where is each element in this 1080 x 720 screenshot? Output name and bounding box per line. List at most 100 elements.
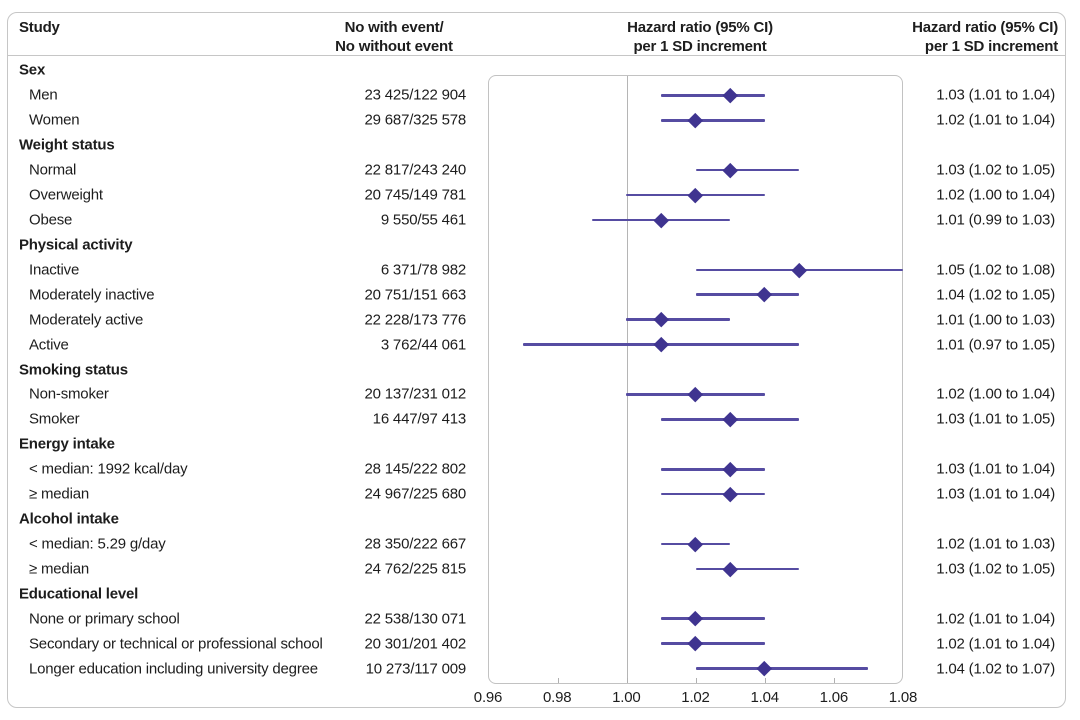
point-estimate-diamond (757, 287, 773, 303)
study-row: Inactive 6 371/78 982 1.05 (1.02 to 1.08) (8, 257, 1065, 282)
group-label: Energy intake (19, 435, 115, 453)
x-axis-tick (696, 678, 697, 683)
hazard-ratio-value: 1.04 (1.02 to 1.07) (936, 660, 1055, 678)
x-axis-tick-label: 1.02 (681, 689, 710, 706)
events-count: 28 145/222 802 (364, 460, 467, 478)
x-axis-tick (834, 678, 836, 683)
group-label: Alcohol intake (19, 510, 119, 528)
events-count: 20 751/151 663 (364, 286, 467, 304)
confidence-interval-line (660, 642, 765, 645)
study-label: Obese (29, 211, 73, 229)
group-header-row: Sex (8, 58, 1065, 83)
hazard-ratio-value: 1.01 (1.00 to 1.03) (936, 311, 1055, 329)
study-label: Secondary or technical or professional s… (29, 635, 323, 653)
events-count: 28 350/222 667 (364, 535, 467, 553)
study-label: Active (29, 336, 69, 354)
events-count: 16 447/97 413 (372, 410, 467, 428)
hazard-ratio-value: 1.05 (1.02 to 1.08) (936, 261, 1055, 279)
point-estimate-diamond (722, 561, 738, 577)
confidence-interval-line (660, 467, 765, 471)
study-row: Non-smoker 20 137/231 012 1.02 (1.00 to 1.… (8, 382, 1065, 407)
hazard-ratio-value: 1.03 (1.01 to 1.05) (936, 410, 1055, 428)
x-axis-tick-label: 1.00 (612, 689, 641, 706)
hr-column-header: Hazard ratio (95% CI) per 1 SD increment (912, 19, 1058, 57)
plot-column-header: Hazard ratio (95% CI) per 1 SD increment (560, 19, 840, 57)
group-label: Smoking status (19, 361, 128, 379)
confidence-interval-line (660, 119, 765, 122)
events-column-header-line1: No with event/ (344, 19, 444, 36)
events-count: 9 550/55 461 (380, 211, 466, 229)
point-estimate-diamond (688, 636, 703, 652)
events-column-header-line2: No without event (335, 37, 453, 55)
point-estimate-diamond (653, 212, 669, 228)
hazard-ratio-value: 1.02 (1.00 to 1.04) (936, 385, 1055, 403)
hazard-ratio-value: 1.03 (1.01 to 1.04) (936, 485, 1055, 503)
study-row: None or primary school 22 538/130 071 1.02… (8, 606, 1065, 631)
x-axis-tick-label: 1.08 (888, 689, 918, 706)
study-row: Moderately active 22 228/173 776 1.01 (1.0… (8, 307, 1065, 332)
study-row: Smoker 16 447/97 413 1.03 (1.01 to 1.05) (8, 407, 1065, 432)
confidence-interval-line (695, 293, 800, 297)
study-label: ≥ median (29, 485, 89, 503)
hazard-ratio-value: 1.02 (1.01 to 1.03) (936, 535, 1055, 553)
point-estimate-diamond (688, 386, 703, 402)
study-row: Normal 22 817/243 240 1.03 (1.02 to 1.05) (8, 158, 1065, 183)
hazard-ratio-value: 1.02 (1.01 to 1.04) (936, 610, 1055, 628)
study-label: Normal (29, 161, 77, 179)
events-count: 6 371/78 982 (380, 261, 466, 279)
study-row: Longer education including university de… (8, 656, 1065, 681)
study-row: Overweight 20 745/149 781 1.02 (1.00 to 1.… (8, 183, 1065, 208)
hazard-ratio-value: 1.01 (0.99 to 1.03) (936, 211, 1055, 229)
plot-area (488, 75, 903, 684)
study-label: Longer education including university de… (29, 660, 318, 678)
hr-column-header-line1: Hazard ratio (95% CI) (912, 19, 1058, 36)
events-count: 24 762/225 815 (364, 560, 467, 578)
forest-plot-figure: Study No with event/ No without event Ha… (7, 12, 1066, 708)
study-row: < median: 5.29 g/day 28 350/222 667 1.02 (… (8, 532, 1065, 557)
hr-column-header-line2: per 1 SD increment (924, 37, 1058, 55)
events-count: 22 817/243 240 (364, 161, 467, 179)
study-row: Men 23 425/122 904 1.03 (1.01 to 1.04) (8, 83, 1065, 108)
study-row: Secondary or technical or professional s… (8, 631, 1065, 656)
events-count: 20 301/201 402 (364, 635, 467, 653)
study-row: < median: 1992 kcal/day 28 145/222 802 1.0… (8, 457, 1065, 482)
study-row: ≥ median 24 967/225 680 1.03 (1.01 to 1.04… (8, 482, 1065, 507)
hazard-ratio-value: 1.04 (1.02 to 1.05) (936, 286, 1055, 304)
group-label: Weight status (19, 136, 115, 154)
events-count: 20 137/231 012 (364, 385, 467, 403)
study-label: Overweight (29, 186, 103, 204)
hazard-ratio-value: 1.03 (1.01 to 1.04) (936, 460, 1055, 478)
study-row: Active 3 762/44 061 1.01 (0.97 to 1.05) (8, 332, 1065, 357)
events-count: 20 745/149 781 (364, 186, 467, 204)
study-label: Men (29, 86, 58, 104)
group-header-row: Educational level (8, 581, 1065, 606)
column-headers: Study No with event/ No without event Ha… (8, 13, 1065, 56)
x-axis-tick-label: 0.98 (542, 689, 572, 706)
x-axis-tick-label: 1.04 (750, 689, 779, 706)
study-label: ≥ median (29, 560, 89, 578)
group-header-row: Energy intake (8, 432, 1065, 457)
study-row: ≥ median 24 762/225 815 1.03 (1.02 to 1.05… (8, 556, 1065, 581)
point-estimate-diamond (688, 187, 703, 203)
x-axis-tick (765, 678, 767, 683)
events-column-header: No with event/ No without event (289, 19, 499, 57)
confidence-interval-line (660, 617, 765, 621)
point-estimate-diamond (722, 162, 738, 178)
events-count: 29 687/325 578 (364, 111, 467, 129)
study-label: Inactive (29, 261, 80, 279)
point-estimate-diamond (722, 461, 738, 477)
events-count: 23 425/122 904 (364, 86, 467, 104)
point-estimate-diamond (653, 337, 669, 353)
x-axis-tick (626, 678, 628, 683)
study-label: Moderately active (29, 311, 144, 329)
hazard-ratio-value: 1.02 (1.00 to 1.04) (936, 186, 1055, 204)
events-count: 22 228/173 776 (364, 311, 467, 329)
study-label: Non-smoker (29, 385, 109, 403)
confidence-interval-line (626, 318, 731, 321)
group-header-row: Alcohol intake (8, 507, 1065, 532)
study-column-header: Study (19, 19, 60, 36)
study-label: Smoker (29, 410, 80, 428)
study-label: None or primary school (29, 610, 180, 628)
events-count: 22 538/130 071 (364, 610, 467, 628)
point-estimate-diamond (722, 486, 738, 502)
